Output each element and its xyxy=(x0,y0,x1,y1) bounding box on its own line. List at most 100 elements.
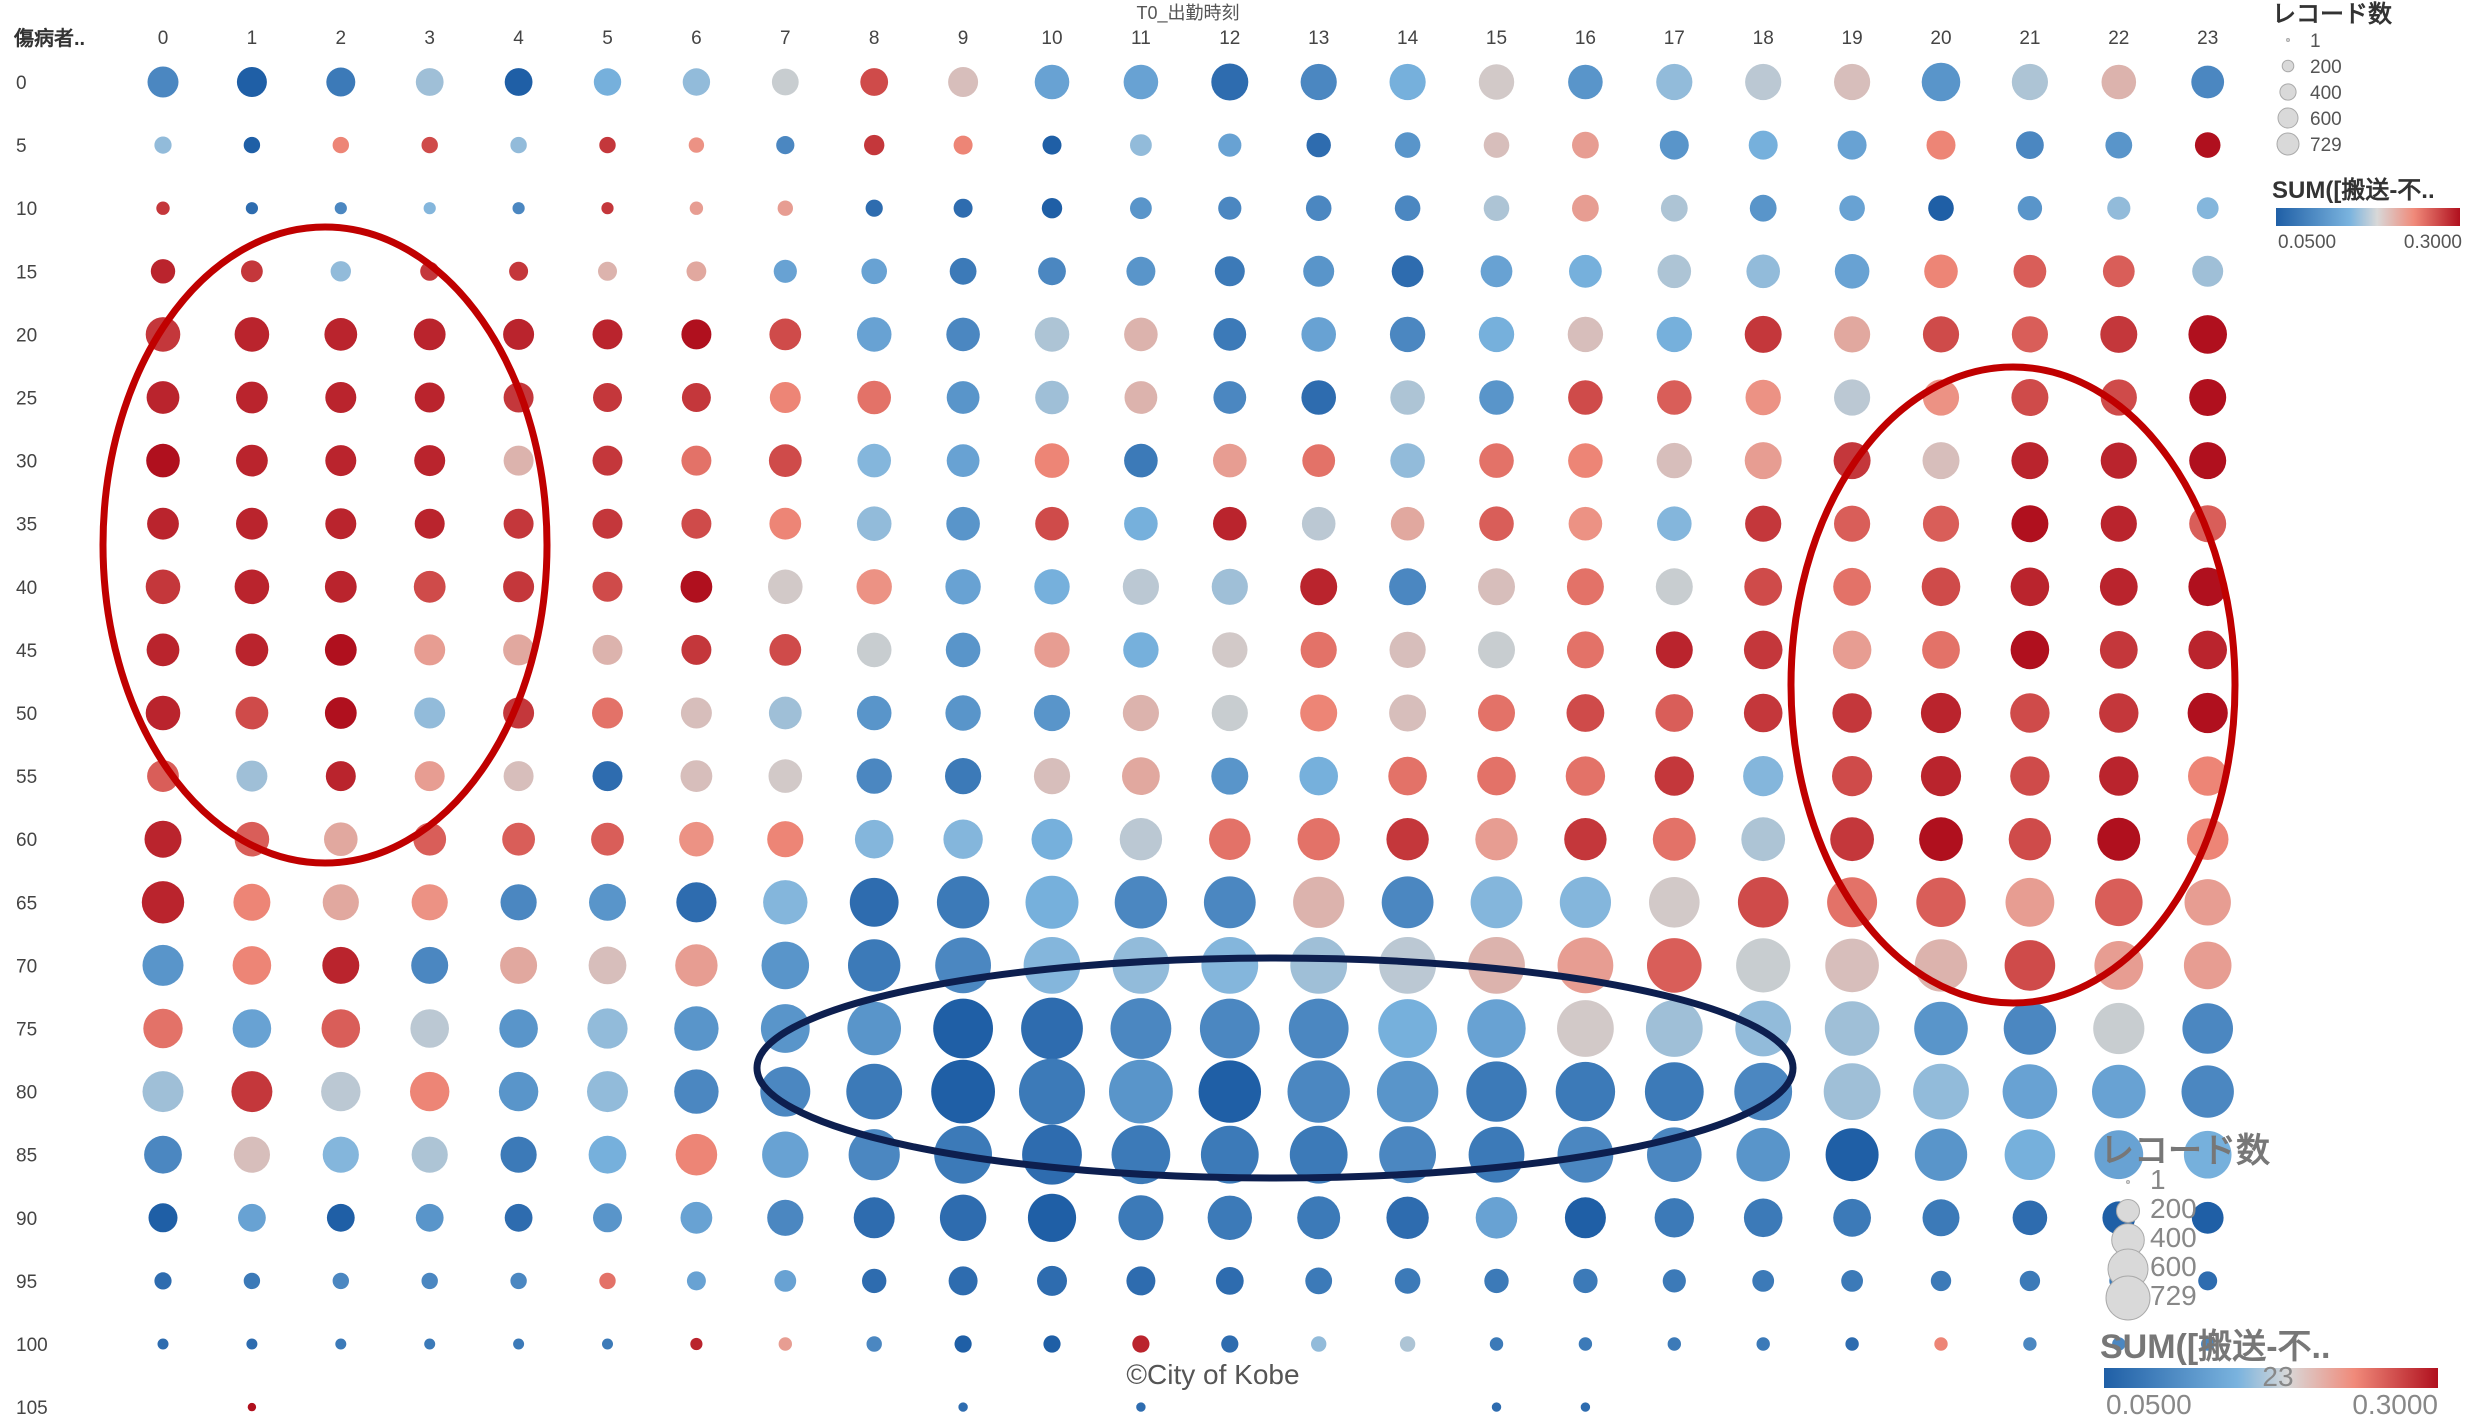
data-point xyxy=(1489,1337,1504,1351)
data-point xyxy=(2102,255,2135,288)
data-point xyxy=(1034,632,1070,668)
data-point xyxy=(503,508,534,539)
data-point xyxy=(1479,380,1514,415)
data-point xyxy=(1300,63,1337,101)
color-legend-2-bar xyxy=(2104,1368,2438,1388)
data-point xyxy=(587,1071,628,1113)
data-point xyxy=(768,569,803,605)
data-point xyxy=(1649,877,1700,928)
y-tick-label: 85 xyxy=(16,1146,37,1167)
highlight-ellipse-right xyxy=(1787,363,2239,1007)
data-point xyxy=(1025,875,1079,929)
data-point xyxy=(1752,1270,1775,1292)
data-point xyxy=(949,257,977,285)
data-point xyxy=(2011,316,2048,353)
data-point xyxy=(1123,64,1159,100)
data-point xyxy=(593,68,622,96)
data-point xyxy=(421,1272,438,1290)
y-tick-label: 30 xyxy=(16,452,37,473)
highlight-ellipse-left xyxy=(99,223,551,867)
data-point xyxy=(1124,317,1158,352)
data-point xyxy=(1934,1337,1948,1351)
data-point xyxy=(1038,257,1066,286)
size-legend-swatch xyxy=(2276,132,2300,156)
data-point xyxy=(1130,134,1152,157)
data-point xyxy=(500,946,538,984)
data-point xyxy=(1647,938,1702,993)
data-point xyxy=(861,258,887,285)
y-tick-label: 65 xyxy=(16,893,37,914)
y-tick-label: 15 xyxy=(16,262,37,283)
data-point xyxy=(760,1066,811,1117)
data-point xyxy=(413,570,446,603)
data-point xyxy=(1743,756,1784,797)
x-tick-label: 6 xyxy=(691,28,702,49)
data-point xyxy=(415,68,444,96)
data-point xyxy=(1122,757,1160,795)
data-point xyxy=(1306,132,1331,158)
data-point xyxy=(1745,505,1782,542)
data-point xyxy=(1035,506,1069,541)
data-point xyxy=(322,946,360,984)
data-point xyxy=(147,66,179,98)
data-point xyxy=(689,201,704,215)
data-point xyxy=(1746,254,1780,289)
data-point xyxy=(1043,1335,1061,1353)
data-point xyxy=(1832,756,1873,797)
data-point xyxy=(1825,938,1879,993)
data-point xyxy=(1483,132,1510,158)
data-point xyxy=(500,1136,537,1173)
data-point xyxy=(2004,940,2056,991)
data-point xyxy=(1124,443,1158,478)
data-point xyxy=(1834,63,1871,101)
data-point xyxy=(236,507,268,540)
data-point xyxy=(1037,1265,1067,1296)
data-point xyxy=(410,1071,450,1112)
data-point xyxy=(1394,132,1421,158)
data-point xyxy=(592,445,623,476)
data-dots xyxy=(141,62,2234,1412)
data-point xyxy=(1033,758,1071,795)
size-legend-label: 400 xyxy=(2150,1222,2197,1253)
data-point xyxy=(234,317,270,352)
data-point xyxy=(587,1008,628,1049)
data-point xyxy=(2094,1130,2144,1180)
data-point xyxy=(1390,506,1425,541)
data-point xyxy=(1199,998,1260,1059)
data-point xyxy=(2099,693,2139,733)
data-point xyxy=(1845,1337,1859,1351)
data-point xyxy=(1745,63,1782,101)
data-point xyxy=(593,1203,622,1233)
data-point xyxy=(245,202,258,215)
data-point xyxy=(846,1063,903,1120)
data-point xyxy=(2107,196,2131,220)
data-point xyxy=(592,634,623,665)
data-point xyxy=(953,198,973,218)
color-legend-2: SUM([搬送-不.. 23 0.0500 0.3000 xyxy=(2100,1328,2438,1420)
data-point xyxy=(232,1009,272,1048)
data-point xyxy=(768,759,803,793)
data-point xyxy=(2191,65,2225,99)
data-point xyxy=(680,760,713,792)
size-legend-label: 729 xyxy=(2150,1280,2197,1311)
data-point xyxy=(953,135,973,155)
x-tick-label: 0 xyxy=(158,28,169,49)
data-point xyxy=(241,260,263,283)
data-point xyxy=(856,569,892,605)
data-point xyxy=(1218,133,1242,157)
data-point xyxy=(1834,505,1871,542)
data-point xyxy=(1132,1335,1150,1353)
x-tick-label: 9 xyxy=(958,28,969,49)
x-tick-label: 3 xyxy=(424,28,435,49)
color-legend-2-mid: 23 xyxy=(2262,1361,2293,1392)
data-point xyxy=(681,445,712,476)
data-point xyxy=(1743,693,1783,733)
size-legend-swatch xyxy=(2281,59,2295,73)
data-point xyxy=(1832,693,1872,733)
y-tick-label: 50 xyxy=(16,704,37,725)
color-legend-min: 0.0500 xyxy=(2278,232,2336,253)
data-point xyxy=(154,136,172,154)
data-point xyxy=(1655,694,1694,732)
data-point xyxy=(1834,379,1871,416)
data-point xyxy=(326,1203,355,1232)
